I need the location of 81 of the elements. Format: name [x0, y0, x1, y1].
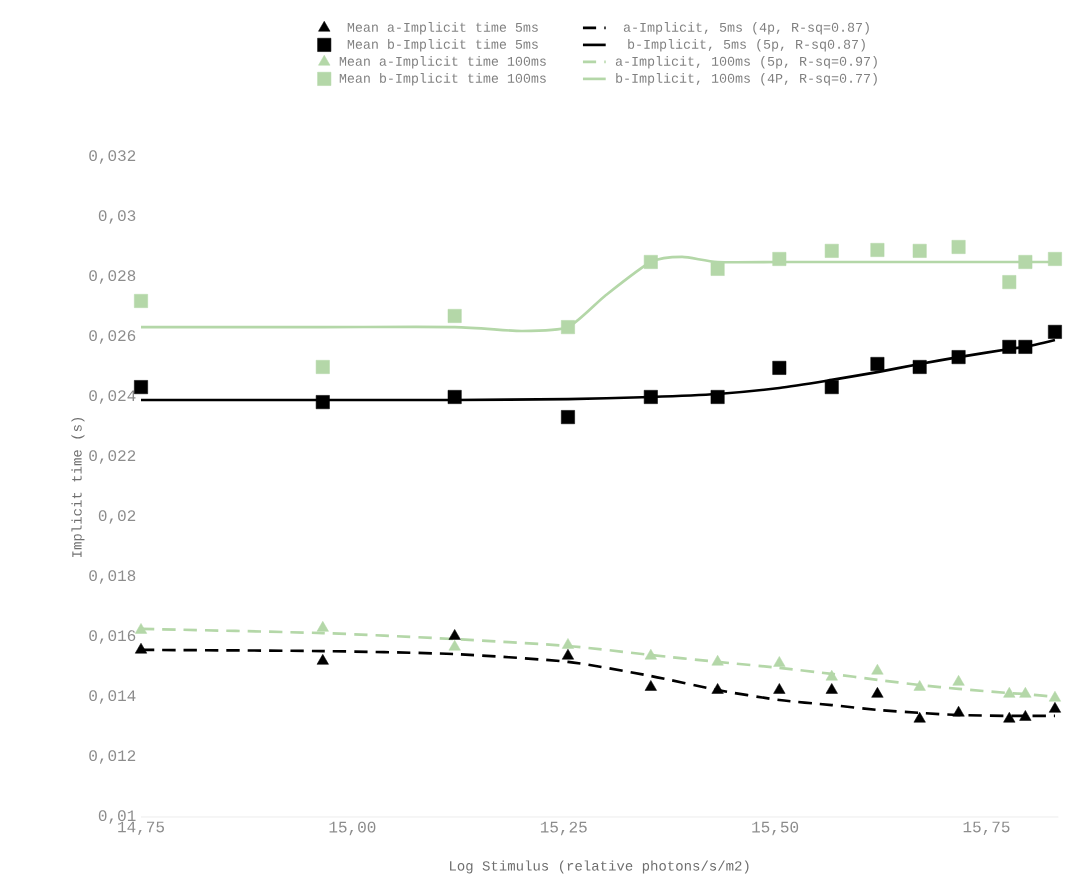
point — [870, 357, 885, 371]
point — [1019, 710, 1032, 721]
x-tick-label: 15,50 — [752, 821, 799, 836]
y-tick-label: 0,016 — [89, 630, 136, 644]
legend-label: Mean a-Implicit time 5ms — [347, 22, 538, 35]
point — [315, 360, 330, 374]
point — [1048, 702, 1061, 713]
point — [773, 683, 786, 694]
point — [1002, 339, 1017, 354]
x-tick-label: 15,00 — [329, 821, 376, 836]
point — [913, 680, 926, 691]
point — [316, 654, 329, 665]
point — [871, 663, 884, 675]
point — [561, 648, 575, 660]
point — [1048, 252, 1062, 266]
point — [561, 320, 575, 335]
legend-label: Mean b-Implicit time 100ms — [339, 73, 546, 86]
point — [1048, 690, 1061, 702]
point — [134, 642, 148, 654]
point — [825, 683, 838, 694]
y-tick-label: 0,032 — [89, 150, 136, 164]
point — [711, 683, 724, 694]
x-tick-label: 15,75 — [963, 821, 1010, 836]
x-axis-title: Log Stimulus (relative photons/s/m2) — [450, 860, 749, 874]
point — [710, 390, 725, 404]
legend-label: b-Implicit, 100ms (4P, R-sq=0.77) — [616, 73, 877, 86]
y-tick-label: 0,022 — [89, 450, 136, 464]
y-tick-label: 0,028 — [89, 270, 136, 284]
point — [1002, 275, 1017, 290]
point — [643, 390, 658, 404]
legend-label: a-Implicit, 100ms (5p, R-sq=0.97) — [615, 56, 877, 69]
point — [1018, 255, 1033, 269]
point — [825, 669, 838, 681]
y-tick-label: 0,014 — [89, 690, 136, 704]
point — [644, 680, 657, 691]
point — [1019, 687, 1032, 698]
y-tick-label: 0,024 — [89, 390, 136, 404]
point — [773, 656, 786, 667]
point — [316, 621, 329, 632]
y-tick-label: 0,03 — [98, 210, 136, 224]
point — [561, 638, 575, 649]
point — [1003, 711, 1016, 723]
point — [951, 240, 966, 254]
y-axis-title: Implicit time (s) — [71, 417, 85, 558]
point — [871, 687, 884, 698]
point — [1003, 687, 1016, 698]
point — [772, 360, 787, 375]
point — [912, 243, 927, 258]
point — [772, 252, 787, 266]
point — [912, 360, 927, 374]
legend-label: a-Implicit, 5ms (4p, R-sq=0.87) — [623, 22, 869, 35]
point — [447, 309, 462, 323]
point — [710, 261, 725, 276]
point — [643, 255, 658, 269]
point — [870, 243, 885, 257]
point — [134, 294, 148, 308]
point — [134, 623, 148, 634]
x-tick-label: 15,25 — [540, 821, 587, 836]
point — [1048, 324, 1062, 339]
y-tick-label: 0,018 — [89, 570, 136, 584]
point — [711, 654, 724, 666]
point — [315, 395, 330, 410]
point — [1018, 339, 1033, 354]
point — [913, 711, 926, 723]
legend-label: Mean b-Implicit time 5ms — [347, 39, 538, 52]
point — [952, 675, 965, 686]
point — [824, 243, 839, 258]
point — [447, 390, 462, 404]
point — [951, 350, 966, 365]
point — [824, 380, 839, 395]
legend-label: b-Implicit, 5ms (5p, R-sq0.87) — [628, 39, 865, 52]
point — [448, 629, 461, 640]
legend-label: Mean a-Implicit time 100ms — [339, 56, 546, 69]
y-tick-label: 0,026 — [89, 330, 136, 344]
point — [561, 410, 575, 425]
point — [952, 705, 965, 717]
point — [644, 648, 657, 660]
y-tick-label: 0,012 — [89, 750, 136, 764]
y-tick-label: 0,02 — [98, 510, 136, 524]
point — [448, 639, 461, 651]
point — [134, 380, 148, 395]
